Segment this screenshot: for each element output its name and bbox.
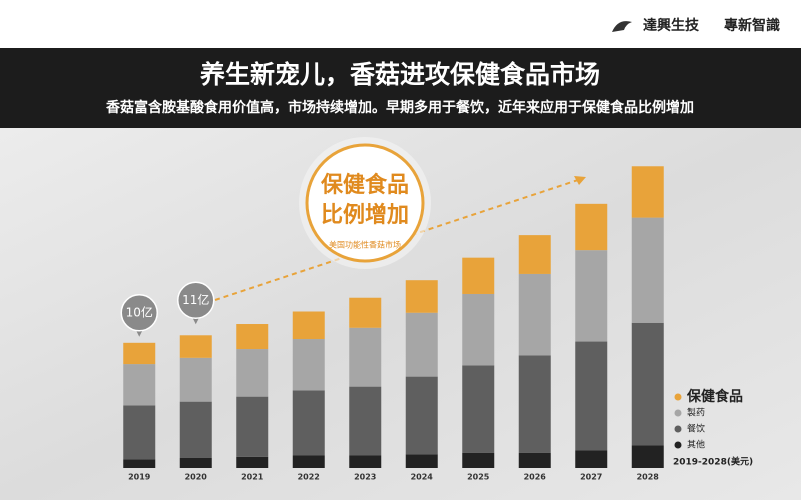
- bar-segment: [518, 452, 551, 468]
- x-tick-label: 2022: [298, 473, 320, 482]
- bar-segment: [462, 257, 495, 294]
- badge: [305, 143, 425, 263]
- legend-swatch: [674, 409, 682, 417]
- bar-segment: [518, 273, 551, 356]
- x-tick-label: 2019: [128, 473, 151, 482]
- badge-line: 保健食品: [320, 172, 409, 198]
- bar-segment: [405, 376, 438, 455]
- bar-segment: [631, 322, 664, 446]
- bar-segment: [462, 293, 495, 366]
- bar-segment: [518, 235, 551, 274]
- legend-swatch: [674, 393, 682, 401]
- x-tick-label: 2021: [241, 473, 264, 482]
- bar-segment: [349, 327, 382, 387]
- bar-segment: [631, 217, 664, 323]
- x-tick-label: 2024: [411, 473, 434, 482]
- subtitle: 香菇富含胺基酸食用价值高，市场持续增加。早期多用于餐饮，近年来应用于保健食品比例…: [105, 99, 694, 116]
- bar-segment: [518, 355, 551, 453]
- bar-segment: [631, 445, 664, 468]
- badge-caption: 美国功能性香菇市场: [329, 240, 401, 250]
- legend-label: 保健食品: [686, 388, 743, 405]
- bar-segment: [405, 312, 438, 377]
- bar-segment: [575, 341, 608, 451]
- bar-segment: [349, 297, 382, 328]
- bar-segment: [123, 364, 156, 406]
- bar-segment: [631, 166, 664, 218]
- x-tick-label: 2028: [637, 473, 660, 482]
- bar-segment: [575, 203, 608, 251]
- callout-label: 10亿: [126, 304, 153, 319]
- bar-segment: [462, 365, 495, 453]
- title-band: [0, 48, 801, 128]
- bar-segment: [575, 450, 608, 468]
- x-tick-label: 2025: [467, 473, 490, 482]
- bar-segment: [292, 339, 325, 391]
- brand: 達興生技: [643, 17, 700, 34]
- bar-segment: [575, 250, 608, 342]
- bar-segment: [236, 396, 269, 457]
- bar-segment: [349, 386, 382, 456]
- bar-segment: [292, 455, 325, 468]
- bar-segment: [292, 390, 325, 456]
- bar-segment: [292, 311, 325, 340]
- bar-segment: [179, 357, 212, 402]
- note: 2019-2028(美元): [673, 456, 753, 468]
- callout-label: 11亿: [182, 292, 209, 307]
- bar-segment: [123, 459, 156, 468]
- bar-segment: [179, 457, 212, 468]
- logo: [612, 21, 632, 32]
- bar-segment: [462, 452, 495, 468]
- title: 养生新宠儿，香菇进攻保健食品市场: [199, 60, 600, 89]
- bar-segment: [236, 324, 269, 350]
- callout-bubble: [177, 281, 215, 320]
- bar-segment: [349, 455, 382, 468]
- callout-bubble: [120, 294, 158, 332]
- badge-line: 比例增加: [321, 202, 409, 228]
- bar-segment: [179, 335, 212, 358]
- bar-segment: [405, 454, 438, 468]
- brand-tagline: 專新智識: [724, 17, 780, 34]
- bar-segment: [123, 342, 156, 365]
- x-tick-label: 2027: [580, 473, 602, 482]
- legend-label: 餐饮: [687, 423, 705, 435]
- legend-label: 其他: [687, 439, 705, 451]
- bar-segment: [123, 405, 156, 460]
- x-tick-label: 2023: [354, 473, 376, 482]
- bar-segment: [405, 280, 438, 313]
- header-bg: [0, 0, 801, 48]
- legend-swatch: [674, 441, 682, 449]
- bar-segment: [236, 349, 269, 397]
- legend-swatch: [674, 425, 682, 433]
- arrow-head: [574, 176, 586, 185]
- legend-label: 製药: [687, 407, 705, 419]
- bar-segment: [179, 401, 212, 458]
- x-tick-label: 2026: [524, 473, 547, 482]
- bar-segment: [236, 456, 269, 468]
- x-tick-label: 2020: [185, 473, 208, 482]
